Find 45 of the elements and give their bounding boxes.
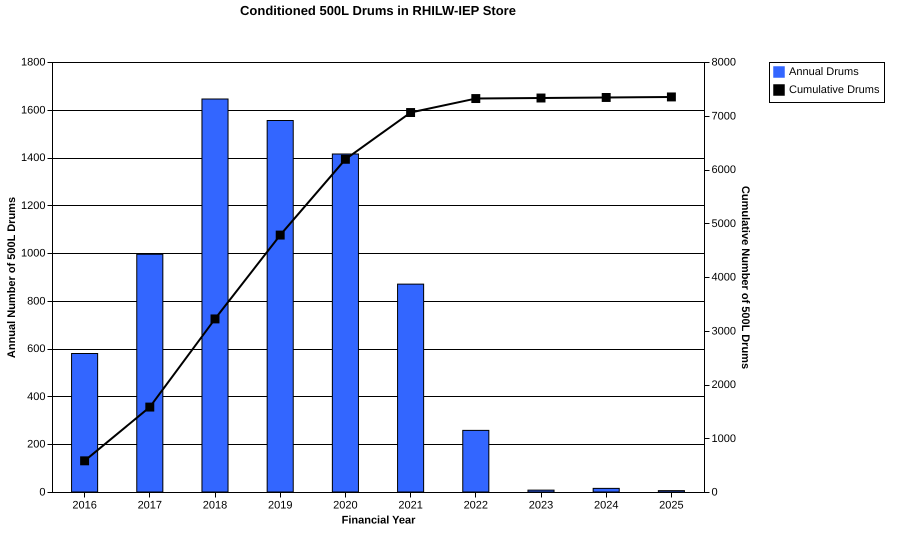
y-tick-label: 1800 xyxy=(21,56,46,68)
y2-tick-label: 4000 xyxy=(712,272,736,284)
y2-tick-label: 5000 xyxy=(712,218,736,230)
y-tick-label: 200 xyxy=(27,438,46,451)
y2-tick-label: 3000 xyxy=(712,325,736,338)
y2-tick-label: 1000 xyxy=(712,432,736,445)
y2-tick-label: 2000 xyxy=(712,379,736,391)
x-tick-label: 2018 xyxy=(202,500,228,512)
y2-tick-label: 8000 xyxy=(712,56,736,68)
legend-label: Annual Drums xyxy=(789,66,860,78)
point xyxy=(602,93,611,102)
point xyxy=(666,92,676,102)
x-tick-label: 2019 xyxy=(268,500,292,512)
x-tick-label: 2020 xyxy=(333,500,358,512)
x-tick-label: 2023 xyxy=(528,500,554,512)
point xyxy=(276,230,285,240)
point xyxy=(80,456,90,466)
point xyxy=(406,108,416,117)
point xyxy=(145,402,154,412)
y-tick-label: 1000 xyxy=(21,248,46,260)
x-tick-label: 2025 xyxy=(659,500,684,512)
point xyxy=(471,94,480,104)
y2-tick-label: 6000 xyxy=(712,164,736,176)
x-tick-label: 2017 xyxy=(138,500,162,512)
y2-tick-label: 0 xyxy=(712,486,718,498)
y-tick-label: 600 xyxy=(27,343,46,356)
chart-title: Conditioned 500L Drums in RHILW-IEP Store xyxy=(240,3,516,18)
point xyxy=(210,314,220,324)
point xyxy=(340,154,350,164)
y2-axis-title: Cumulative Number of 500L Drums xyxy=(738,186,751,370)
x-tick-label: 2022 xyxy=(464,500,488,512)
x-tick-label: 2021 xyxy=(398,500,423,512)
point xyxy=(536,94,546,102)
x-axis-title: Financial Year xyxy=(342,514,416,526)
y-tick-label: 1600 xyxy=(21,104,46,116)
y2-tick-label: 7000 xyxy=(712,110,736,122)
y-tick-label: 0 xyxy=(39,486,46,498)
legend-label: Cumulative Drums xyxy=(789,84,880,96)
y-axis-title: Annual Number of 500L Drums xyxy=(6,196,18,358)
x-tick-label: 2024 xyxy=(594,500,618,512)
y-tick-label: 400 xyxy=(27,390,46,403)
y-tick-label: 800 xyxy=(27,295,46,308)
y-tick-label: 1200 xyxy=(21,200,46,212)
x-tick-label: 2016 xyxy=(72,500,97,512)
y-tick-label: 1400 xyxy=(21,152,46,164)
